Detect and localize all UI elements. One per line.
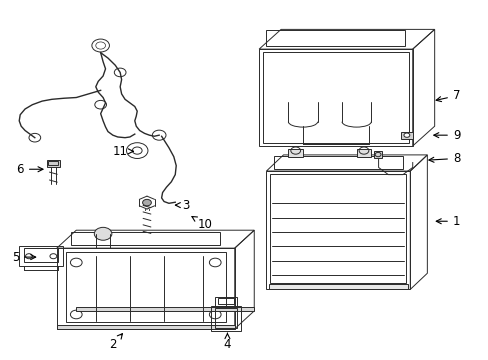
Bar (215, 309, 236, 328)
Text: 2: 2 (109, 334, 122, 351)
Text: 3: 3 (175, 199, 189, 212)
Circle shape (94, 227, 112, 240)
Bar (215, 297, 236, 306)
Bar (288, 149, 303, 157)
Text: 11: 11 (112, 145, 133, 158)
Text: 1: 1 (435, 215, 459, 228)
Text: 10: 10 (191, 216, 212, 231)
Bar (65, 252, 225, 322)
Bar (57, 324, 234, 329)
Bar (273, 156, 402, 169)
Bar (48, 161, 58, 165)
Bar (356, 149, 370, 157)
Bar (270, 174, 406, 283)
Bar (24, 248, 58, 262)
Text: 6: 6 (17, 163, 43, 176)
Text: 4: 4 (223, 333, 231, 351)
Bar (268, 284, 407, 289)
Bar (19, 246, 63, 266)
Bar (266, 171, 409, 289)
Bar (57, 248, 234, 329)
Text: 9: 9 (433, 129, 459, 142)
Bar (400, 132, 412, 139)
Bar (259, 49, 412, 146)
Bar (71, 232, 220, 244)
Text: 7: 7 (435, 89, 459, 102)
Bar (218, 298, 233, 304)
Bar (266, 30, 405, 46)
Bar (373, 150, 382, 158)
Text: 8: 8 (428, 152, 459, 165)
Bar (263, 52, 408, 143)
Bar (211, 306, 240, 330)
Bar (46, 159, 60, 167)
Text: 5: 5 (12, 251, 36, 264)
Circle shape (142, 199, 151, 206)
Circle shape (403, 133, 409, 137)
Bar (76, 307, 254, 311)
